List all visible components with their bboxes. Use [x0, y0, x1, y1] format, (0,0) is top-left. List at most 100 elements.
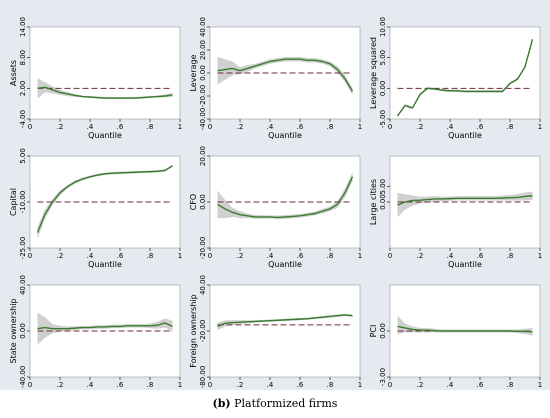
panel-state-ownership-xtick-label: .2	[57, 381, 64, 389]
panel-leverage-squared-xtick-label: 1	[538, 123, 542, 131]
panel-assets-xlabel: Quantile	[88, 131, 122, 140]
panel-large-cities-xtick-label: 1	[538, 252, 542, 260]
panel-capital-xtick-label: .4	[87, 252, 94, 260]
panel-leverage: -40.00-20.00 0.00 20.00 40.00 0 .2 .4 .6 .8 1 Quan…	[189, 17, 362, 140]
panel-leverage-squared-ytick-label: 5.00	[379, 50, 387, 66]
panel-leverage-squared: -5.00 0.00 5.00 10.00 0 .2 .4 .6 .8 1 Quantile Leve…	[369, 17, 542, 140]
panel-cfo-xtick-label: .8	[327, 252, 334, 260]
panel-capital-xtick-label: .2	[57, 252, 64, 260]
panel-leverage-squared-xtick-label: .6	[477, 123, 484, 131]
panel-leverage-squared-xtick-label: .4	[447, 123, 454, 131]
panel-state-ownership: -40.00 0.00 40.00 0 .2 .4 .6 .8 1 Quantile State o…	[9, 275, 182, 398]
panel-leverage-squared-ytick-label: 0.00	[379, 81, 387, 97]
panel-pci-xtick-label: .2	[417, 381, 424, 389]
panel-assets-ytick-label: 8.00	[19, 50, 27, 66]
panel-leverage-ytick-label: 40.00	[199, 17, 207, 37]
panel-capital-xtick-label: .6	[117, 252, 124, 260]
panel-foreign-ownership-ytick-label: -20.00	[199, 320, 207, 343]
panel-leverage-ytick-label: -40.00	[199, 108, 207, 131]
panel-foreign-ownership-xtick-label: .4	[267, 381, 274, 389]
panel-foreign-ownership-xtick-label: 1	[358, 381, 362, 389]
panel-foreign-ownership-plot-area	[209, 284, 361, 378]
panel-cfo-xtick-label: .2	[237, 252, 244, 260]
panel-state-ownership-confidence-band	[37, 312, 173, 345]
panel-state-ownership-xlabel: Quantile	[88, 389, 122, 390]
panel-leverage-estimate-line	[217, 58, 354, 92]
panel-leverage-ytick-label: 0.00	[199, 65, 207, 81]
panel-cfo-xtick-label: 1	[358, 252, 362, 260]
panel-pci-ylabel: PCI	[369, 325, 378, 338]
panel-capital-ytick-label: -25.00	[19, 237, 27, 260]
panel-leverage-squared-xlabel: Quantile	[448, 131, 482, 140]
panel-assets-ylabel: Assets	[9, 60, 18, 86]
panel-large-cities-xtick-label: 0	[388, 252, 392, 260]
figure-caption: (b) Platformized firms	[0, 397, 550, 410]
panel-foreign-ownership-estimate-line	[217, 314, 353, 328]
panel-capital-estimate-line	[36, 165, 173, 233]
panel-large-cities-xtick-label: .8	[507, 252, 514, 260]
panel-leverage-squared-xtick-label: .2	[417, 123, 424, 131]
panel-pci-xtick-label: 0	[388, 381, 392, 389]
panel-leverage-ytick-label: -20.00	[199, 85, 207, 108]
panel-assets-xtick-label: 1	[178, 123, 182, 131]
panel-foreign-ownership: -80.00 -20.00 40.00 0 .2 .4 .6 .8 1 Quantile Forei…	[189, 275, 362, 398]
panel-assets-ytick-label: 2.00	[19, 81, 27, 97]
panel-leverage-ytick-label: 20.00	[199, 40, 207, 60]
panel-pci-xtick-label: .4	[447, 381, 454, 389]
panel-cfo: -20.00 0.00 20.00 0 .2 .4 .6 .8 1 Quantile CFO	[189, 146, 362, 269]
panel-cfo-ylabel: CFO	[189, 194, 198, 210]
panel-capital-xtick-label: 1	[178, 252, 182, 260]
panel-leverage-xtick-label: .2	[237, 123, 244, 131]
panel-leverage-xtick-label: 0	[208, 123, 212, 131]
panel-cfo-ytick-label: 0.00	[199, 194, 207, 210]
panel-leverage-xtick-label: .6	[297, 123, 304, 131]
panel-large-cities-xtick-label: .4	[447, 252, 454, 260]
panel-leverage-squared-ytick-label: 10.00	[379, 17, 387, 37]
panel-state-ownership-xtick-label: .8	[147, 381, 154, 389]
panel-large-cities-xlabel: Quantile	[448, 260, 482, 269]
panel-state-ownership-estimate-line	[37, 322, 173, 330]
panel-cfo-ytick-label: -20.00	[199, 237, 207, 260]
panel-cfo-xlabel: Quantile	[268, 260, 302, 269]
panel-foreign-ownership-ylabel: Foreign ownership	[189, 294, 198, 367]
panel-leverage-ylabel: Leverage	[189, 54, 198, 91]
panel-large-cities-ylabel: Large cities	[369, 179, 378, 225]
panel-state-ownership-xtick-label: 0	[28, 381, 32, 389]
panel-assets-xtick-label: 0	[28, 123, 32, 131]
panel-cfo-estimate-line	[217, 176, 354, 219]
panel-cfo-confidence-band	[217, 172, 353, 220]
panel-leverage-squared-xtick-label: .8	[507, 123, 514, 131]
panel-leverage-xtick-label: .4	[267, 123, 274, 131]
panel-state-ownership-ytick-label: 0.00	[19, 323, 27, 339]
panel-state-ownership-ylabel: State ownership	[9, 299, 18, 364]
panel-assets-xtick-label: .4	[87, 123, 94, 131]
panel-state-ownership-xtick-label: 1	[178, 381, 182, 389]
figure-panel: -4.00 2.00 8.00 14.00 0 .2 .4 .6 .8 1 Quantile Asse…	[0, 0, 550, 398]
panel-leverage-squared-estimate-line	[396, 39, 534, 117]
panel-assets-ytick-label: 14.00	[19, 17, 27, 37]
panel-leverage-xtick-label: 1	[358, 123, 362, 131]
panel-large-cities-ytick-label: 5.00	[379, 179, 387, 195]
panel-state-ownership-xtick-label: .6	[117, 381, 124, 389]
panel-pci-estimate-line	[397, 325, 533, 333]
panel-assets-estimate-line	[37, 86, 173, 99]
panel-assets-xtick-label: .2	[57, 123, 64, 131]
panel-pci-xtick-label: .6	[477, 381, 484, 389]
panel-leverage-squared-plot-area	[389, 26, 541, 120]
panel-leverage-squared-ylabel: Leverage squared	[369, 37, 378, 109]
panel-large-cities-xtick-label: .2	[417, 252, 424, 260]
panel-cfo-xtick-label: .4	[267, 252, 274, 260]
panel-foreign-ownership-xtick-label: .2	[237, 381, 244, 389]
panel-cfo-xtick-label: 0	[208, 252, 212, 260]
panel-pci-xtick-label: 1	[538, 381, 542, 389]
panel-assets-xtick-label: .6	[117, 123, 124, 131]
panel-large-cities-estimate-line	[397, 195, 533, 206]
panel-pci-xlabel: Quantile	[448, 389, 482, 390]
panel-capital-ytick-label: -10.00	[19, 191, 27, 214]
panel-cfo-xtick-label: .6	[297, 252, 304, 260]
panel-capital-xlabel: Quantile	[88, 260, 122, 269]
panel-capital: -25.00 -10.00 5.00 0 .2 .4 .6 .8 1 Quantile Capita…	[9, 148, 182, 269]
panel-assets-ytick-label: -4.00	[19, 110, 27, 128]
panel-leverage-xlabel: Quantile	[268, 131, 302, 140]
chart-grid: -4.00 2.00 8.00 14.00 0 .2 .4 .6 .8 1 Quantile Asse…	[9, 17, 542, 398]
